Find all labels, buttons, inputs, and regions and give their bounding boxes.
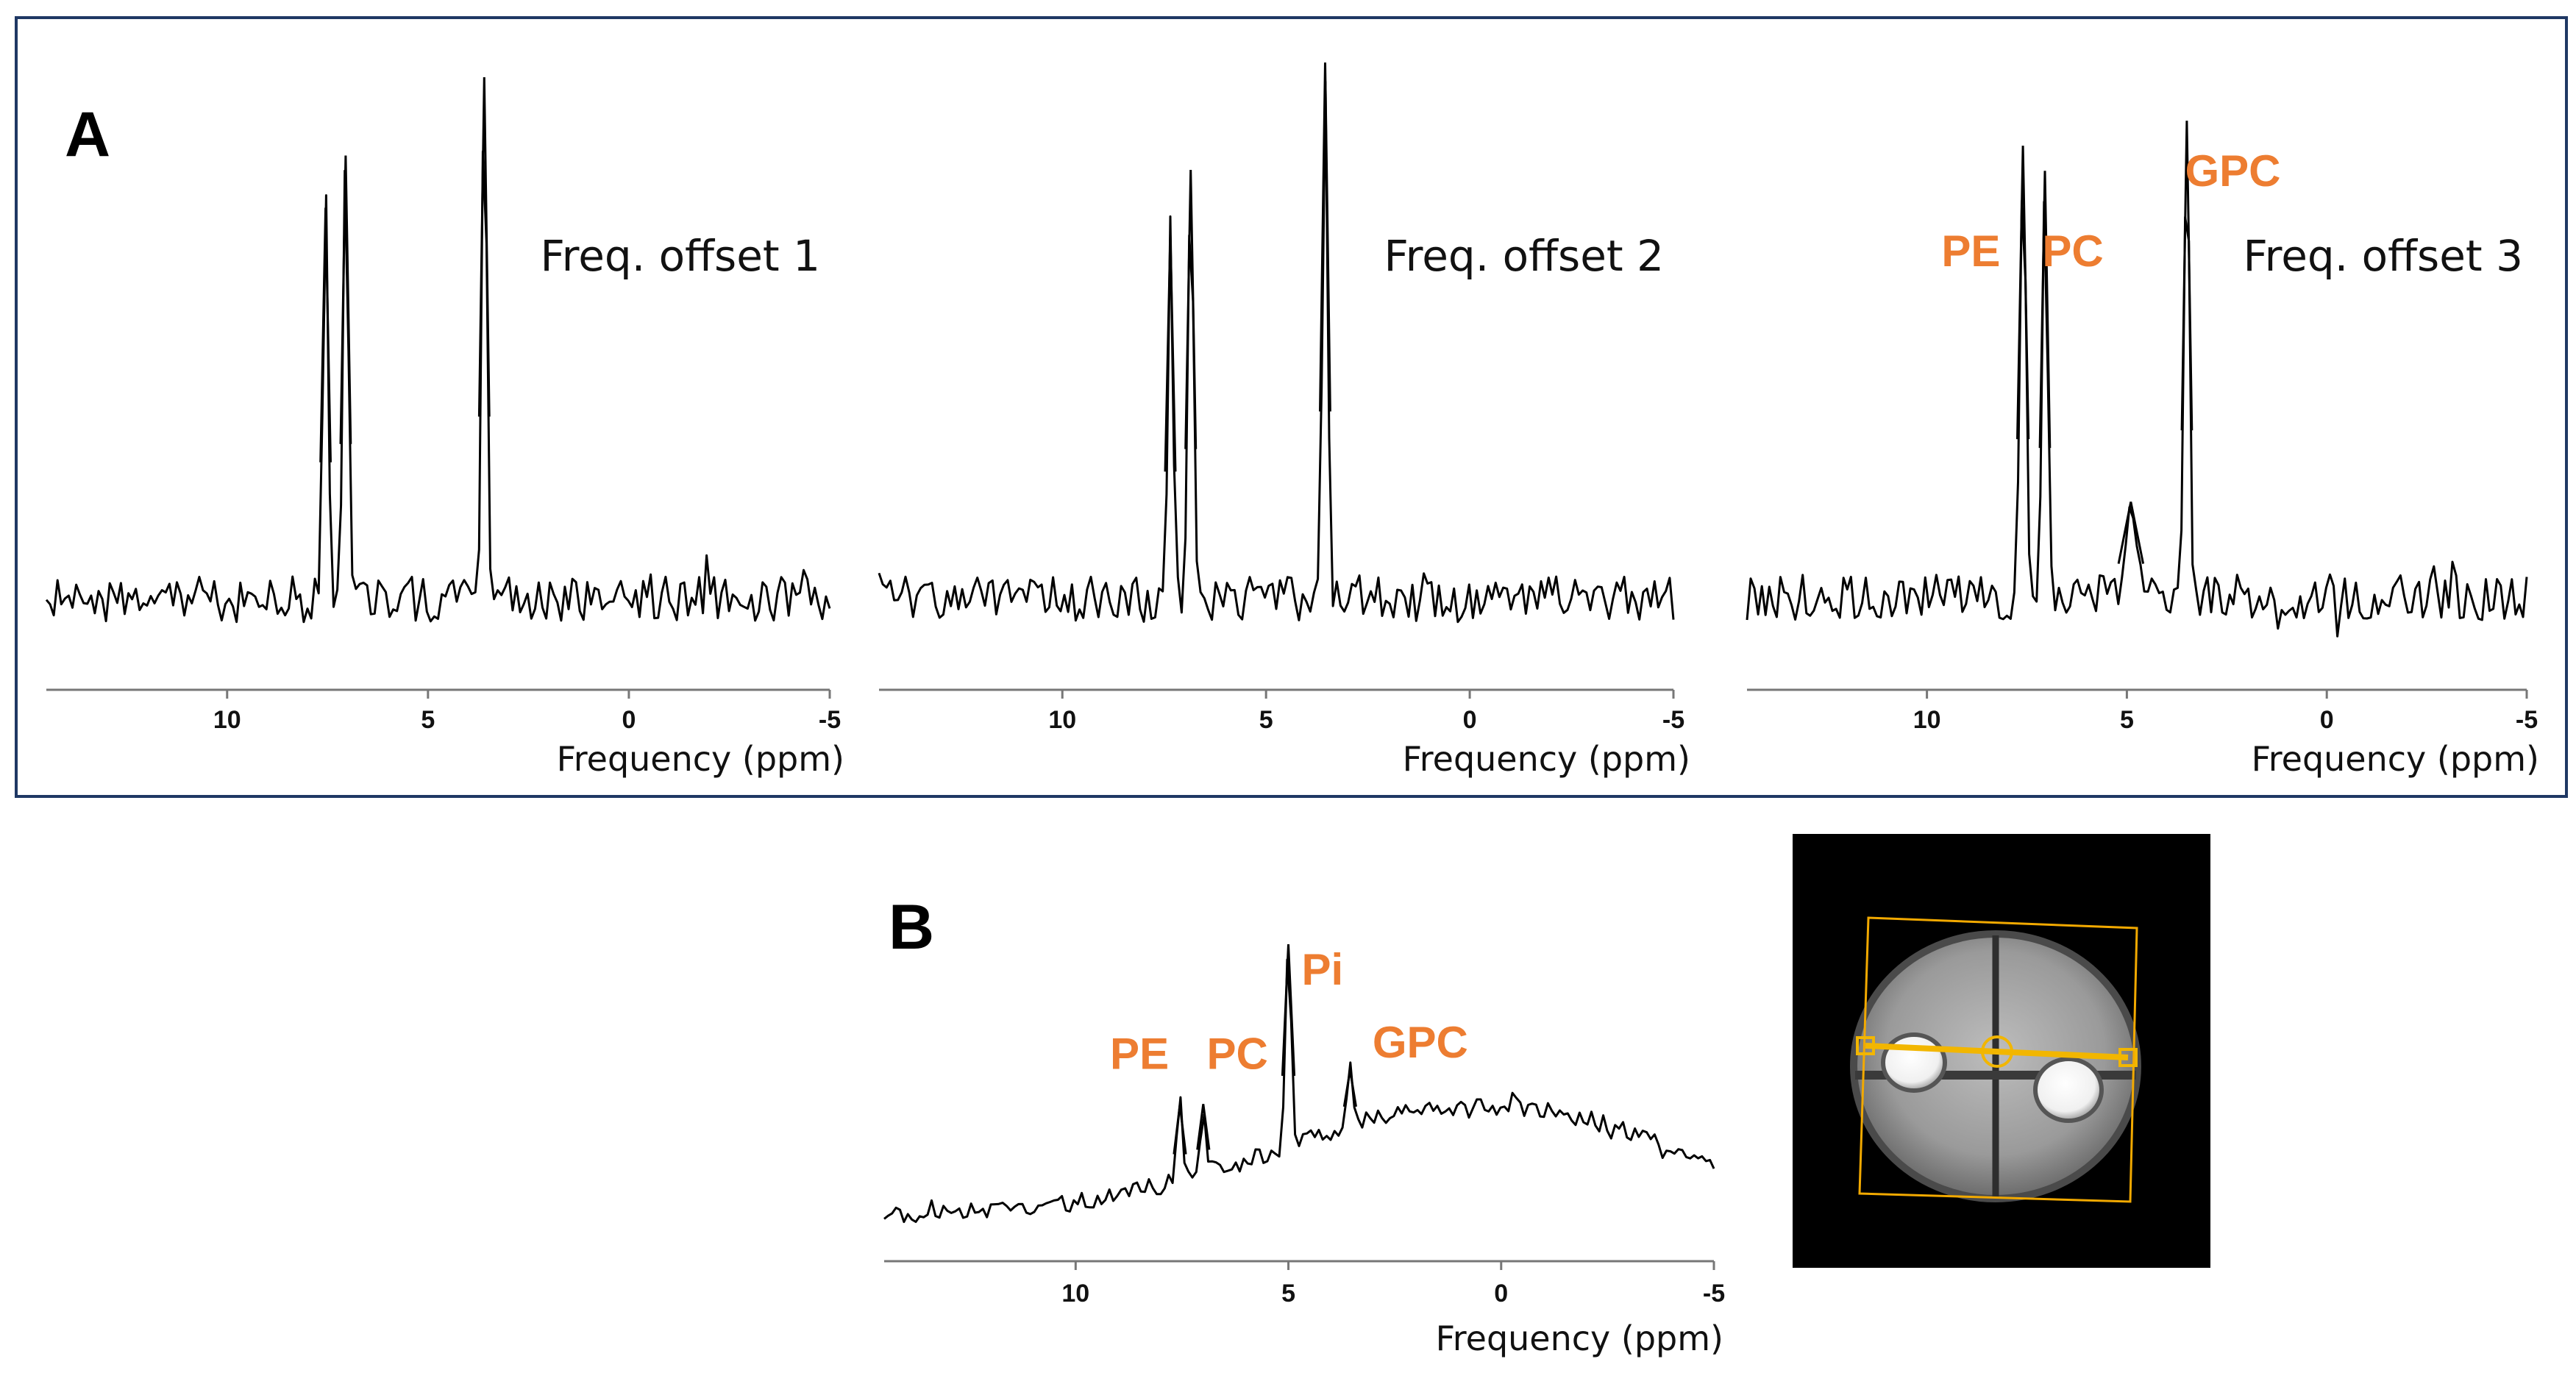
spectrum-peak xyxy=(477,76,491,417)
x-tick-label: 0 xyxy=(1463,706,1477,734)
spectrum-peak xyxy=(1281,944,1296,1076)
peak-label-pc: PC xyxy=(1206,1029,1267,1078)
left-vial xyxy=(1881,1032,1947,1093)
spectrum-trace xyxy=(1746,199,2528,638)
frequency-offset-label: Freq. offset 2 xyxy=(1384,231,1664,281)
peak-label-gpc: GPC xyxy=(1373,1018,1468,1067)
right-vial xyxy=(2033,1057,2104,1123)
selection-line xyxy=(1865,1043,2129,1060)
panel-a-frame xyxy=(15,16,2568,798)
x-tick-label: 10 xyxy=(1913,706,1941,734)
x-axis-title: Frequency (ppm) xyxy=(1436,1319,1723,1358)
x-tick-label: 10 xyxy=(213,706,241,734)
spectrum-peak xyxy=(1319,62,1331,412)
peak-label-gpc: GPC xyxy=(2185,146,2280,196)
panel-letter-a: A xyxy=(65,99,110,170)
x-tick-label: 5 xyxy=(2120,706,2134,734)
spectrum-peak xyxy=(2180,121,2193,431)
selection-handle-left[interactable] xyxy=(1856,1036,1875,1055)
x-tick-label: 0 xyxy=(1494,1280,1508,1308)
peak-label-pi: Pi xyxy=(1301,945,1343,994)
x-tick-label: 0 xyxy=(622,706,636,734)
x-tick-label: -5 xyxy=(819,706,841,734)
frequency-offset-label: Freq. offset 1 xyxy=(540,231,820,281)
spectrum-peak xyxy=(1173,1105,1187,1155)
spectrum-peak xyxy=(319,207,332,463)
spectrum-peak xyxy=(1164,234,1177,472)
x-tick-label: 10 xyxy=(1048,706,1076,734)
x-axis-title: Frequency (ppm) xyxy=(1403,739,1690,779)
spectrum-trace xyxy=(45,150,831,624)
x-tick-label: 5 xyxy=(421,706,435,734)
spectrum-chart-panel-b: 10 5 0 -5 Frequency (ppm) PE PC Pi GPC xyxy=(883,944,1725,1358)
spectrum-peak xyxy=(339,155,352,444)
x-tick-label: -5 xyxy=(2516,706,2538,734)
peak-label-pe: PE xyxy=(1941,226,2000,276)
x-tick-label: 10 xyxy=(1061,1280,1089,1308)
x-tick-label: 5 xyxy=(1281,1280,1295,1308)
spectrum-chart-freq-offset-2: 10 5 0 -5 Frequency (ppm) Freq. offset 2 xyxy=(878,62,1690,779)
spectrum-peak xyxy=(2117,502,2145,564)
x-tick-label: 0 xyxy=(2320,706,2334,734)
spectrum-chart-freq-offset-3: 10 5 0 -5 Frequency (ppm) Freq. offset 3 PE PC G… xyxy=(1746,121,2539,779)
mri-localizer-image xyxy=(1793,834,2210,1268)
spectrum-peak xyxy=(2016,146,2030,440)
x-tick-label: -5 xyxy=(1703,1280,1725,1308)
x-axis-title: Frequency (ppm) xyxy=(557,739,844,779)
spectrum-peak xyxy=(1184,169,1198,449)
selection-handle-center[interactable] xyxy=(1981,1035,2013,1068)
x-tick-label: 5 xyxy=(1259,706,1273,734)
selection-handle-right[interactable] xyxy=(2118,1048,2138,1067)
peak-label-pe: PE xyxy=(1110,1029,1169,1078)
spectrum-peak xyxy=(1196,1104,1211,1150)
x-axis-title: Frequency (ppm) xyxy=(2252,739,2539,779)
x-tick-label: -5 xyxy=(1662,706,1684,734)
spectrum-peak xyxy=(1342,1069,1357,1107)
spectrum-trace xyxy=(878,80,1675,624)
frequency-offset-label: Freq. offset 3 xyxy=(2243,231,2523,281)
spectrum-chart-freq-offset-1: 10 5 0 -5 Frequency (ppm) Freq. offset 1 xyxy=(45,76,844,779)
spectrum-peak xyxy=(2038,171,2052,449)
peak-label-pc: PC xyxy=(2042,226,2103,276)
panel-letter-b: B xyxy=(889,892,934,963)
voxel-frame xyxy=(1858,916,2138,1203)
spectrum-trace xyxy=(883,958,1715,1224)
